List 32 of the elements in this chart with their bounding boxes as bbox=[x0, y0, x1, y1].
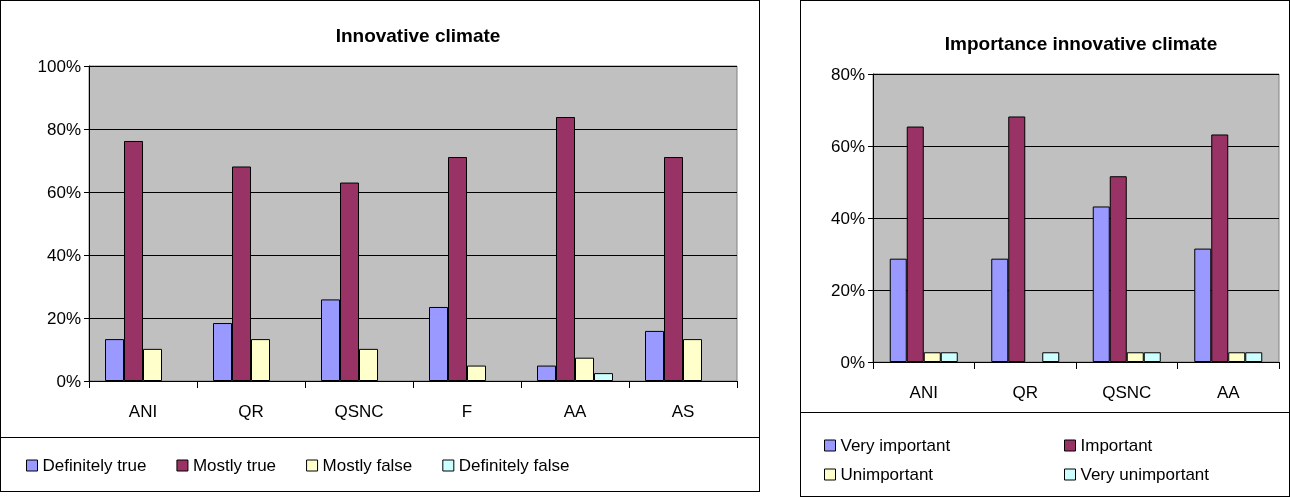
y-tick-label: 100% bbox=[37, 56, 81, 76]
y-tick-label: 80% bbox=[46, 119, 81, 139]
x-tick-label: AA bbox=[563, 402, 587, 421]
y-tick-label: 60% bbox=[46, 182, 81, 202]
legend-label: Mostly false bbox=[322, 456, 413, 475]
legend-label: Important bbox=[1080, 436, 1153, 455]
legend-label: Very unimportant bbox=[1080, 465, 1210, 484]
y-tick-label: 0% bbox=[840, 352, 865, 372]
y-tick-label: 40% bbox=[830, 208, 865, 228]
chart-title: Innovative climate bbox=[335, 25, 501, 46]
legend-label: Very important bbox=[840, 436, 951, 455]
x-tick-label: QR bbox=[238, 402, 264, 421]
y-tick-label: 20% bbox=[830, 280, 865, 300]
legend-label: Definitely true bbox=[42, 456, 147, 475]
x-tick-label: ANI bbox=[909, 383, 938, 402]
x-tick-label: QR bbox=[1012, 383, 1038, 402]
x-tick-label: ANI bbox=[128, 402, 158, 421]
y-tick-label: 60% bbox=[830, 136, 865, 156]
bar bbox=[1042, 352, 1060, 362]
y-tick-label: 20% bbox=[46, 308, 81, 328]
legend-label: Definitely false bbox=[458, 456, 570, 475]
x-tick-label: AA bbox=[1216, 383, 1241, 402]
x-tick-label: F bbox=[461, 402, 473, 421]
y-tick-label: 80% bbox=[830, 64, 865, 84]
x-tick-label: QSNC bbox=[334, 402, 384, 421]
x-tick-label: QSNC bbox=[1102, 383, 1152, 402]
y-tick-label: 40% bbox=[46, 245, 81, 265]
x-tick-label: AS bbox=[671, 402, 695, 421]
chart-title: Importance innovative climate bbox=[944, 33, 1218, 54]
legend-label: Mostly true bbox=[192, 456, 277, 475]
legend-label: Unimportant bbox=[840, 465, 934, 484]
y-tick-label: 0% bbox=[56, 371, 81, 391]
